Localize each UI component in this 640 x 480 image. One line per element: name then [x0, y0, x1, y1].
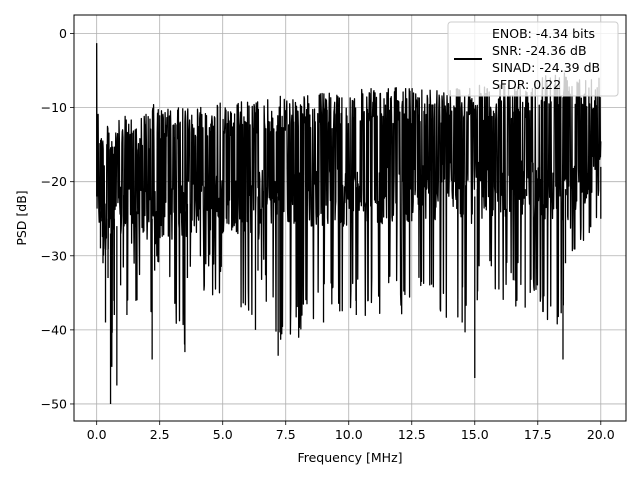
- legend-entry-enob: ENOB: -4.34 bits: [492, 26, 595, 41]
- legend-entry-sinad: SINAD: -24.39 dB: [492, 60, 600, 75]
- psd-series-line: [96, 43, 602, 404]
- y-tick-label: −30: [41, 248, 67, 263]
- plot-area: [96, 43, 602, 404]
- x-tick-label: 15.0: [461, 427, 489, 442]
- x-tick-label: 12.5: [398, 427, 426, 442]
- legend: ENOB: -4.34 bits SNR: -24.36 dB SINAD: -…: [447, 21, 619, 97]
- axes-frame: [73, 14, 627, 422]
- x-tick-label: 2.5: [150, 427, 170, 442]
- x-tick-label: 17.5: [524, 427, 552, 442]
- x-tick-label: 20.0: [587, 427, 615, 442]
- legend-box: [447, 21, 619, 97]
- y-tick-label: −50: [41, 396, 67, 411]
- x-tick-label: 10.0: [335, 427, 363, 442]
- y-tick-label: −40: [41, 322, 67, 337]
- legend-entry-sfdr: SFDR: 0.22: [492, 77, 561, 92]
- x-tick-label: 5.0: [213, 427, 233, 442]
- y-axis-label: PSD [dB]: [14, 190, 29, 245]
- x-axis-label: Frequency [MHz]: [297, 450, 402, 465]
- y-tick-label: −20: [41, 174, 67, 189]
- x-tick-label: 0.0: [87, 427, 107, 442]
- y-tick-label: 0: [59, 26, 67, 41]
- legend-entry-snr: SNR: -24.36 dB: [492, 43, 587, 58]
- x-tick-label: 7.5: [276, 427, 296, 442]
- y-axis-ticks: 0 −10 −20 −30 −40 −50: [41, 26, 74, 411]
- x-axis-ticks: 0.0 2.5 5.0 7.5 10.0 12.5 15.0 17.5 20.0: [87, 421, 615, 442]
- y-tick-label: −10: [41, 100, 67, 115]
